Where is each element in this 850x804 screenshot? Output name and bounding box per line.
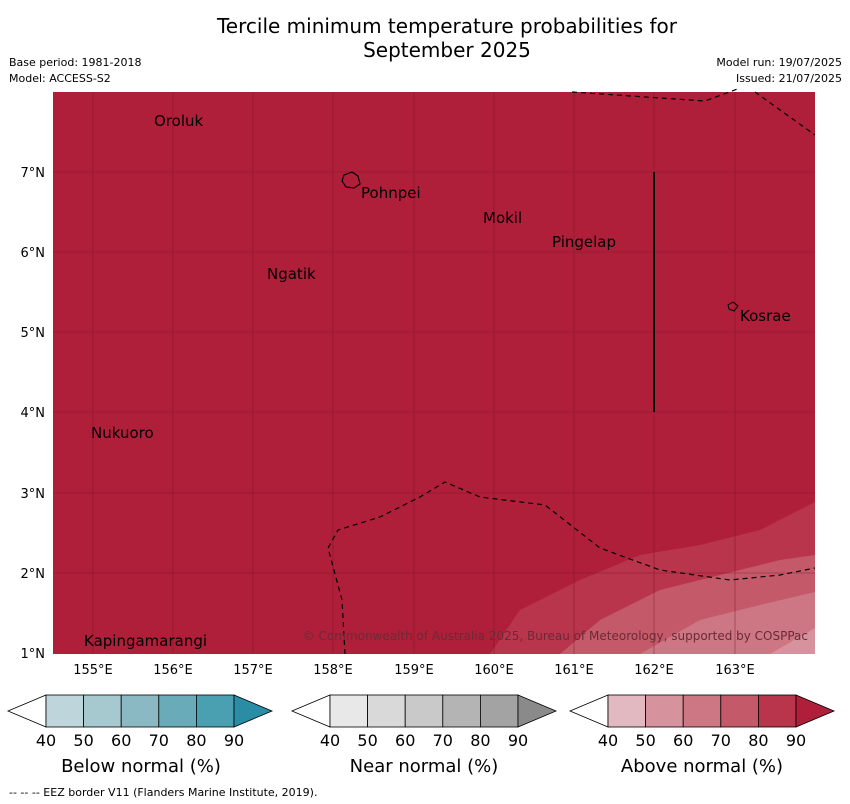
island-label-mokil: Mokil	[483, 209, 522, 227]
lon-label: 162°E	[634, 663, 674, 678]
lon-label: 159°E	[394, 663, 434, 678]
colorbar-segment	[682, 694, 722, 728]
lat-label: 5°N	[21, 326, 46, 341]
colorbar-tick-label: 50	[73, 731, 93, 750]
colorbar-segment	[607, 694, 646, 728]
copyright-text: © Commonwealth of Australia 2025, Bureau…	[303, 629, 808, 643]
colorbar-arrow-high	[795, 694, 836, 728]
colorbar-arrow-low	[6, 694, 47, 728]
model-name: Model: ACCESS-S2	[9, 72, 111, 85]
colorbar-segment	[367, 694, 406, 728]
colorbar-arrow-low	[568, 694, 609, 728]
island-label-nukuoro: Nukuoro	[91, 424, 154, 442]
colorbar-segment	[45, 694, 84, 728]
lon-label: 161°E	[554, 663, 594, 678]
kosrae-outline	[727, 301, 739, 312]
map-title: Tercile minimum temperature probabilitie…	[0, 14, 850, 62]
island-label-ngatik: Ngatik	[267, 265, 316, 283]
colorbar-title-near: Near normal (%)	[350, 756, 499, 777]
colorbar-segment	[404, 694, 444, 728]
colorbar-segment	[720, 694, 759, 728]
colorbar-tick-label: 70	[711, 731, 731, 750]
island-label-pohnpei: Pohnpei	[361, 184, 421, 202]
colorbar-tick-label: 70	[149, 731, 169, 750]
colorbar-tick-label: 50	[357, 731, 377, 750]
lat-label: 7°N	[21, 166, 46, 181]
colorbar-tick-label: 50	[635, 731, 655, 750]
colorbar-below-normal: 40 50 60 70 80 90	[6, 694, 274, 750]
island-labels: Oroluk Pohnpei Mokil Pingelap Ngatik Kos…	[84, 112, 791, 650]
lon-label: 158°E	[313, 663, 353, 678]
colorbar-tick-label: 40	[320, 731, 340, 750]
lat-labels: 7°N 6°N 5°N 4°N 3°N 2°N 1°N	[21, 166, 46, 662]
colorbar-near-normal: 40 50 60 70 80 90	[290, 694, 558, 750]
lon-label: 160°E	[474, 663, 514, 678]
colorbar-segment	[158, 694, 197, 728]
colorbar-tick-label: 60	[395, 731, 415, 750]
colorbar-tick-label: 80	[470, 731, 490, 750]
colorbar-tick-label: 90	[786, 731, 806, 750]
colorbar-tick-label: 60	[673, 731, 693, 750]
colorbar-title-above: Above normal (%)	[621, 756, 783, 777]
colorbar-tick-label: 90	[508, 731, 528, 750]
title-line-1: Tercile minimum temperature probabilitie…	[216, 14, 678, 38]
pohnpei-outline	[341, 171, 361, 189]
lat-label: 6°N	[21, 246, 46, 261]
island-label-kapingamarangi: Kapingamarangi	[84, 632, 207, 650]
colorbar-arrow-high	[517, 694, 558, 728]
colorbar-tick-label: 40	[36, 731, 56, 750]
island-label-pingelap: Pingelap	[552, 233, 616, 251]
gridlines	[53, 92, 815, 654]
island-label-oroluk: Oroluk	[154, 112, 203, 130]
issued-date: Issued: 21/07/2025	[735, 72, 842, 85]
lon-label: 156°E	[153, 663, 193, 678]
base-period: Base period: 1981-2018	[9, 56, 142, 69]
meta-left: Base period: 1981-2018 Model: ACCESS-S2	[9, 55, 141, 87]
colorbar-tick-label: 60	[111, 731, 131, 750]
colorbar-segment	[83, 694, 122, 728]
lon-labels: 155°E 156°E 157°E 158°E 159°E 160°E 161°…	[73, 663, 755, 678]
lon-label: 157°E	[233, 663, 273, 678]
lat-label: 1°N	[21, 647, 46, 662]
prob-band-60	[640, 592, 815, 654]
colorbar-segment	[645, 694, 684, 728]
colorbar-tick-label: 70	[433, 731, 453, 750]
colorbar-arrow-low	[290, 694, 331, 728]
colorbar-segment	[120, 694, 160, 728]
lat-label: 3°N	[21, 487, 46, 502]
colorbar-above-normal: 40 50 60 70 80 90	[568, 694, 836, 750]
lat-label: 2°N	[21, 567, 46, 582]
lat-label: 4°N	[21, 406, 46, 421]
colorbar-segment	[195, 694, 235, 728]
colorbar-tick-label: 40	[598, 731, 618, 750]
colorbar-segment	[479, 694, 519, 728]
colorbar-segment	[758, 694, 797, 728]
footnote: -- -- -- EEZ border V11 (Flanders Marine…	[9, 786, 318, 799]
model-run: Model run: 19/07/2025	[716, 56, 842, 69]
meta-right: Model run: 19/07/2025 Issued: 21/07/2025	[716, 55, 842, 87]
colorbar-tick-label: 80	[186, 731, 206, 750]
colorbar-title-below: Below normal (%)	[61, 756, 221, 777]
colorbar-arrow-high	[233, 694, 274, 728]
island-label-kosrae: Kosrae	[740, 307, 791, 325]
eez-borders	[327, 87, 816, 655]
prob-band-50	[770, 628, 815, 654]
lon-label: 155°E	[73, 663, 113, 678]
colorbar-segment	[329, 694, 368, 728]
colorbar-segment	[442, 694, 481, 728]
lon-label: 163°E	[715, 663, 755, 678]
title-line-2: September 2025	[363, 38, 531, 62]
colorbar-tick-label: 80	[748, 731, 768, 750]
colorbar-tick-label: 90	[224, 731, 244, 750]
